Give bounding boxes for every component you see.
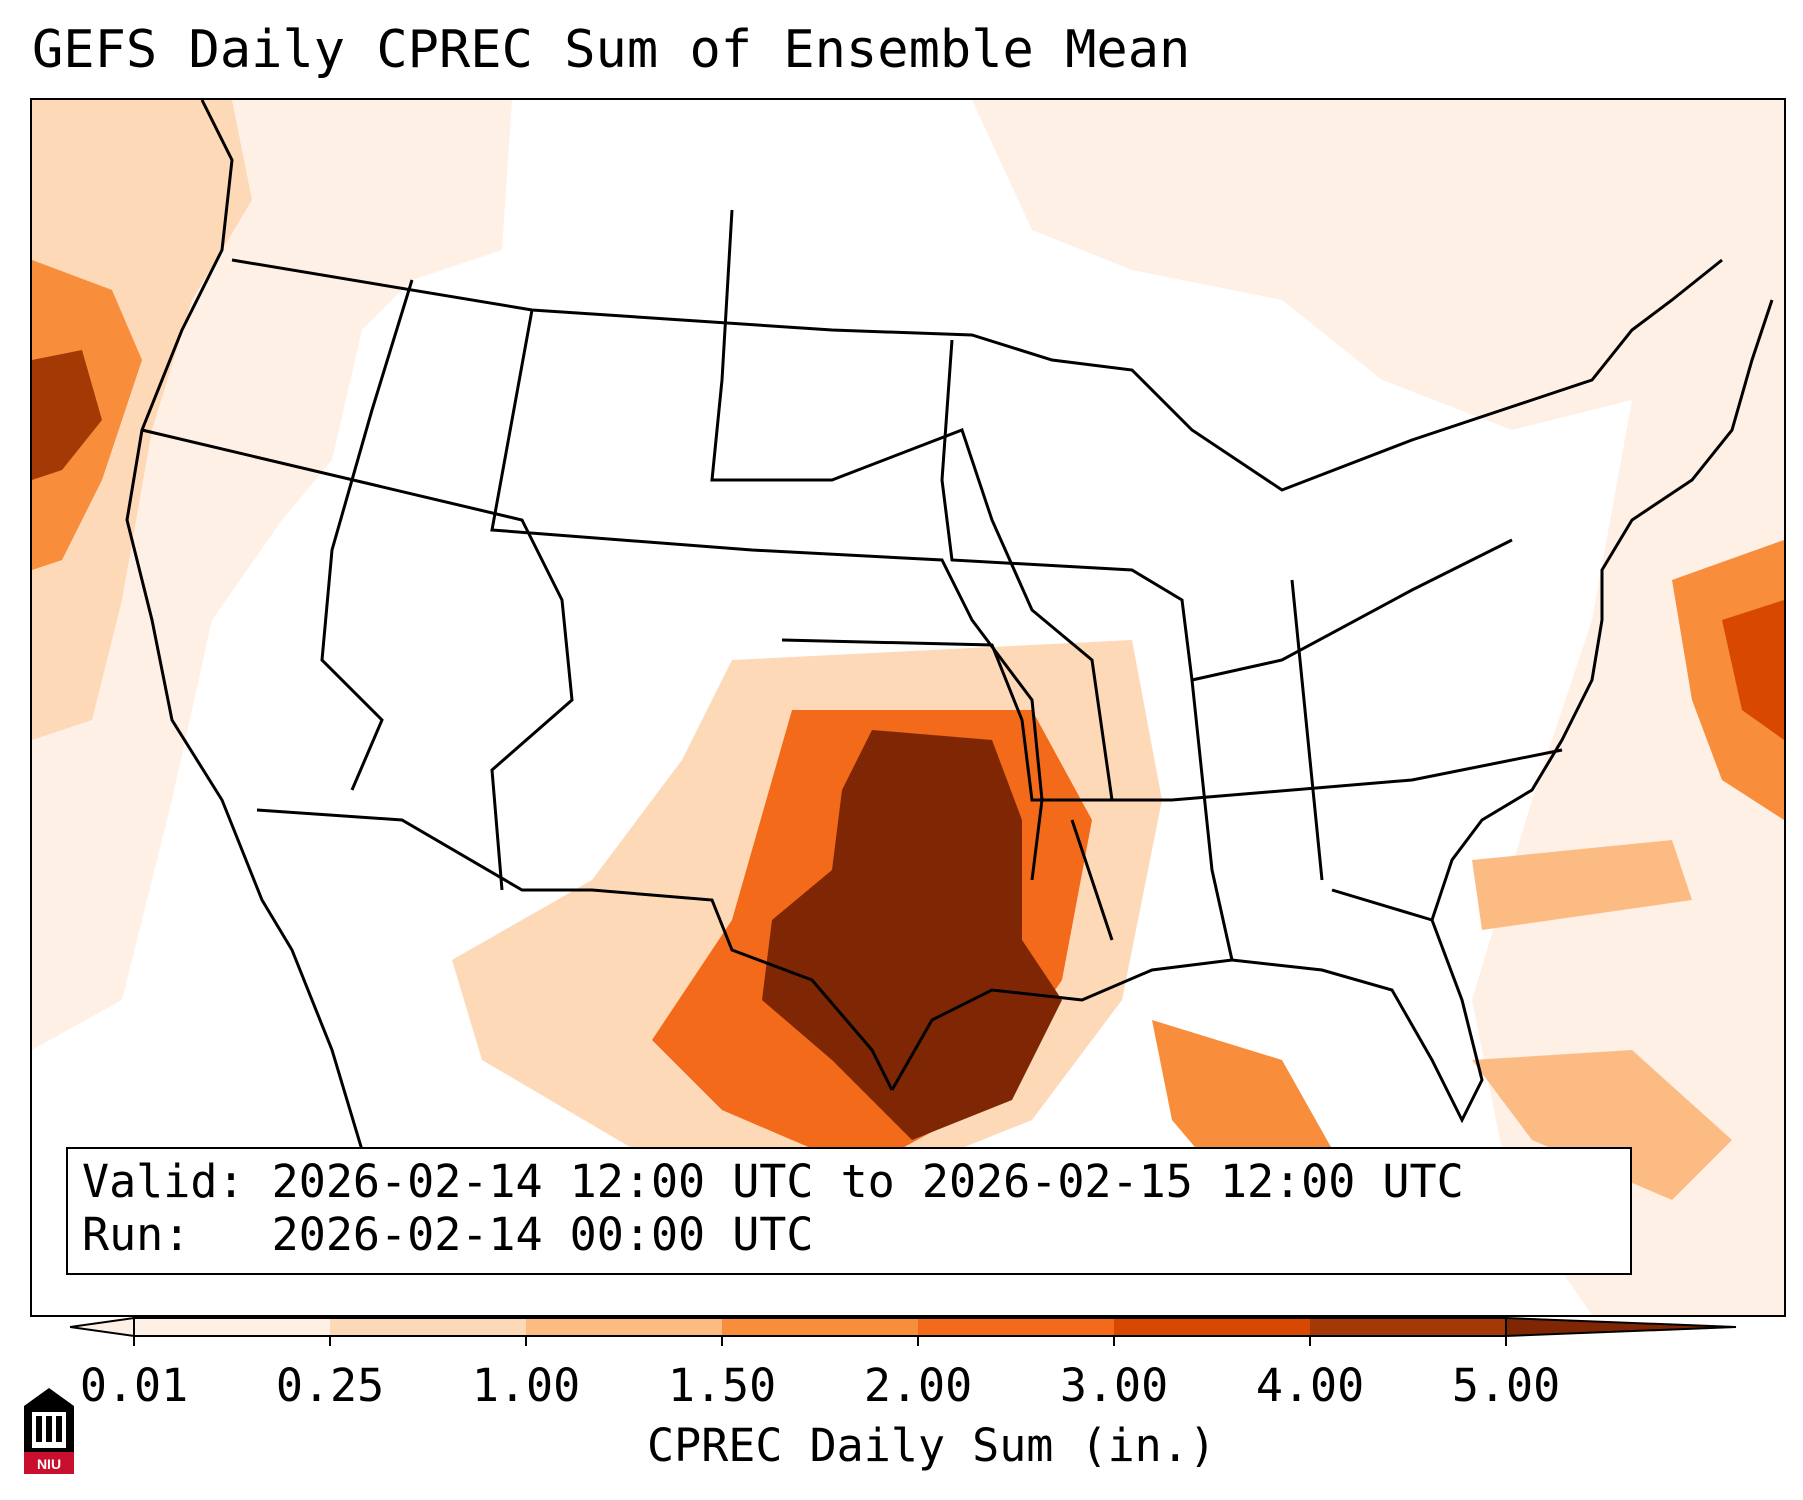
colorbar-tick-label: 1.50 [667,1359,777,1412]
colorbar-tick-label: 1.00 [471,1359,581,1412]
precip-area-bahamas [1472,1050,1732,1200]
coastline-pacific [125,100,374,1241]
precip-area-pacific [32,100,252,740]
colorbar-frame [133,1317,1507,1337]
colorbar-ticks [133,1336,1507,1346]
us-mexico-border [256,808,894,1091]
gulf-coast [890,919,1484,1124]
colorbar-segments [70,1316,1737,1338]
valid-time-text: Valid: 2026-02-14 12:00 UTC to 2026-02-1… [82,1155,1464,1208]
us-canada-border [231,258,1723,492]
niu-logo-text: NIU [37,1456,61,1472]
atlantic-coast [1430,299,1774,921]
colorbar-segment [1310,1318,1506,1336]
precip-area-east-max [1722,600,1784,740]
state-line-1 [141,428,574,891]
colorbar [70,1316,1737,1346]
precip-area-oregon-max [32,350,102,480]
map-title: GEFS Daily CPREC Sum of Ensemble Mean [32,20,1191,80]
niu-logo: NIU [24,1388,74,1474]
colorbar-label: CPREC Daily Sum (in.) [647,1419,1216,1472]
state-line-6 [781,638,1563,802]
boundaries [125,100,1774,1241]
precipitation-map [32,100,1784,1315]
colorbar-segment [526,1318,722,1336]
colorbar-tick-label: 2.00 [863,1359,973,1412]
colorbar-segment [1114,1318,1310,1336]
colorbar-segment [918,1318,1114,1336]
colorbar-tick-label: 4.00 [1255,1359,1365,1412]
precip-area-south-central-max [762,730,1062,1140]
colorbar-extend-low [70,1316,135,1338]
precip-area-southeast-band [1472,840,1692,930]
state-line-3 [490,309,1044,881]
colorbar-segment [722,1318,918,1336]
colorbar-segment [330,1318,526,1336]
colorbar-tick-label: 0.01 [79,1359,189,1412]
run-time-text: Run: 2026-02-14 00:00 UTC [82,1208,814,1261]
valid-time-box: Valid: 2026-02-14 12:00 UTC to 2026-02-1… [66,1147,1632,1275]
map-panel [30,98,1786,1317]
precip-area-canada [972,100,1784,430]
state-line-7 [1070,579,1433,961]
colorbar-tick-label: 5.00 [1451,1359,1561,1412]
colorbar-tick-label: 3.00 [1059,1359,1169,1412]
colorbar-extend-high [1505,1316,1737,1338]
colorbar-tick-labels: 0.01 0.25 1.00 1.50 2.00 3.00 4.00 5.00 [0,1360,1803,1420]
colorbar-segment [134,1318,330,1336]
precip-shading [32,100,1784,1315]
state-line-5 [940,339,1513,682]
colorbar-tick-label: 0.25 [275,1359,385,1412]
state-line-4 [710,209,1114,801]
state-line-2 [320,279,414,791]
